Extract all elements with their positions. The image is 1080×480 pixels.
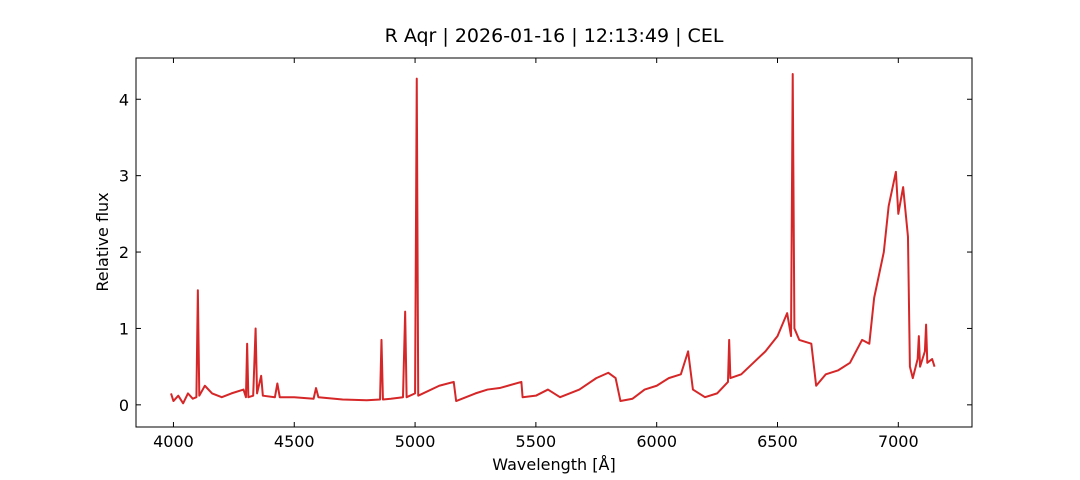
- x-tick-label: 6500: [757, 432, 798, 451]
- x-tick-label: 6000: [636, 432, 677, 451]
- plot-frame: [135, 57, 973, 428]
- y-tick-label: 4: [119, 90, 129, 109]
- x-tick-label: 5000: [395, 432, 436, 451]
- x-tick-label: 7000: [878, 432, 919, 451]
- y-tick-label: 3: [119, 167, 129, 186]
- chart-title: R Aqr | 2026-01-16 | 12:13:49 | CEL: [385, 25, 724, 47]
- x-tick-label: 4500: [274, 432, 315, 451]
- x-tick-label: 5500: [516, 432, 557, 451]
- y-axis-label: Relative flux: [93, 192, 112, 291]
- y-tick-label: 2: [119, 243, 129, 262]
- x-tick-label: 4000: [153, 432, 194, 451]
- y-tick-label: 0: [119, 396, 129, 415]
- y-tick-label: 1: [119, 319, 129, 338]
- x-axis-label: Wavelength [Å]: [492, 455, 615, 474]
- spectrum-line: [170, 73, 936, 405]
